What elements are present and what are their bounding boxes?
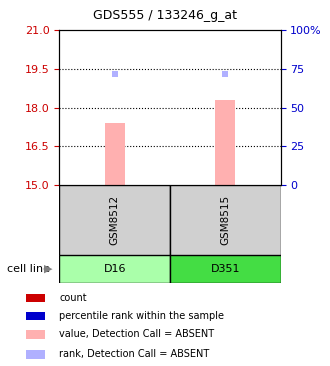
Text: percentile rank within the sample: percentile rank within the sample	[59, 311, 224, 321]
Text: GSM8512: GSM8512	[110, 195, 120, 245]
Bar	[59, 255, 170, 283]
Text: GDS555 / 133246_g_at: GDS555 / 133246_g_at	[93, 8, 237, 22]
Bar	[26, 294, 45, 302]
Bar	[170, 185, 280, 255]
Text: count: count	[59, 293, 87, 303]
Bar	[215, 100, 235, 185]
Text: rank, Detection Call = ABSENT: rank, Detection Call = ABSENT	[59, 350, 210, 359]
Bar	[170, 255, 280, 283]
Text: value, Detection Call = ABSENT: value, Detection Call = ABSENT	[59, 329, 215, 339]
Bar	[105, 123, 125, 185]
Text: cell line: cell line	[7, 264, 50, 274]
Bar	[26, 330, 45, 339]
Bar	[59, 185, 170, 255]
Text: D16: D16	[103, 264, 126, 274]
Text: ▶: ▶	[44, 264, 52, 274]
Bar	[26, 350, 45, 359]
Text: GSM8515: GSM8515	[220, 195, 230, 245]
Bar	[26, 312, 45, 320]
Text: D351: D351	[211, 264, 240, 274]
